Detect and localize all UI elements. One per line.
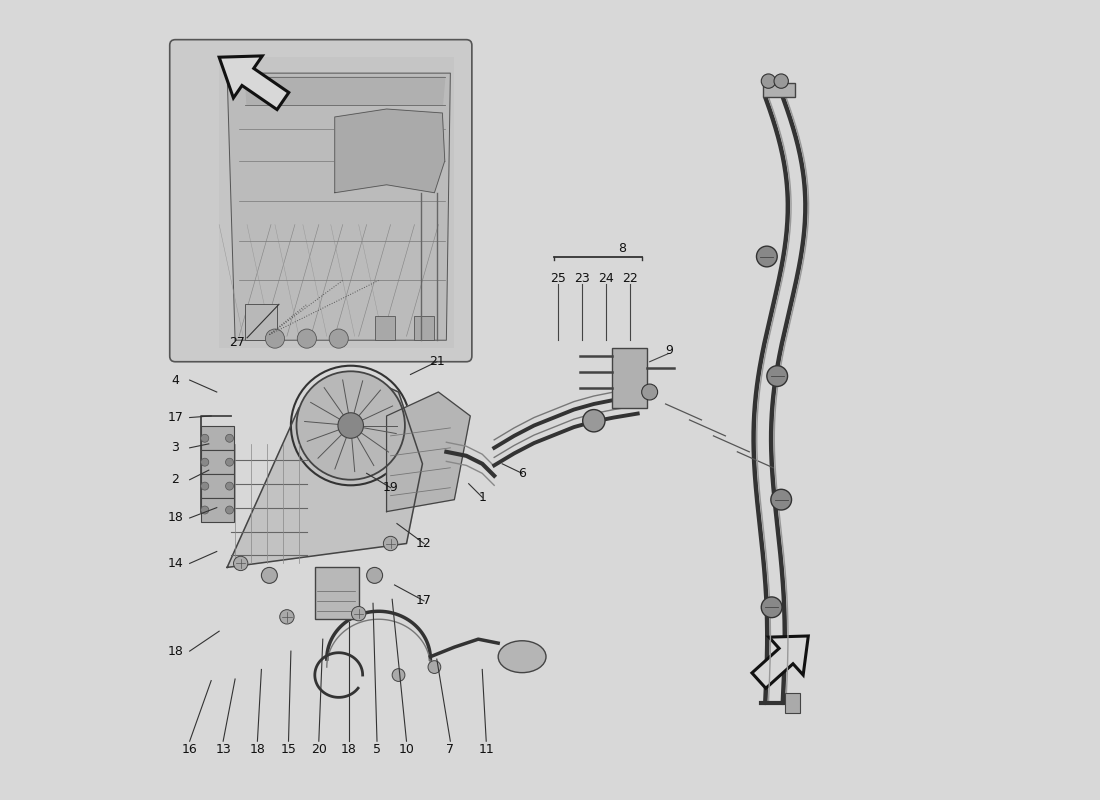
Text: 18: 18 [250,742,265,756]
Polygon shape [227,376,422,567]
Circle shape [201,506,209,514]
Text: 15: 15 [280,742,296,756]
Circle shape [226,434,233,442]
Text: 21: 21 [429,355,444,368]
Bar [613,348,647,408]
Circle shape [641,384,658,400]
Text: 4: 4 [172,374,179,386]
Text: 12: 12 [416,537,432,550]
Bar [375,316,395,340]
Bar [201,474,234,498]
Text: 19: 19 [383,481,398,494]
Text: 18: 18 [341,742,358,756]
Bar [415,316,434,340]
Circle shape [279,610,294,624]
Polygon shape [334,109,444,193]
Bar [315,567,359,619]
Circle shape [583,410,605,432]
Text: 14: 14 [167,557,184,570]
Circle shape [233,556,248,570]
Bar [201,450,234,474]
Text: 5: 5 [373,742,381,756]
Circle shape [384,536,398,550]
Circle shape [366,567,383,583]
Text: 23: 23 [574,272,590,286]
Circle shape [352,606,366,621]
Text: 18: 18 [167,645,184,658]
Text: 13: 13 [216,742,231,756]
Circle shape [767,366,788,386]
Text: 10: 10 [398,742,415,756]
Polygon shape [227,73,450,340]
Circle shape [262,567,277,583]
Text: 16: 16 [182,742,198,756]
Text: 2: 2 [172,474,179,486]
Bar [201,498,234,522]
Circle shape [297,329,317,348]
Circle shape [265,329,285,348]
Text: 7: 7 [447,742,454,756]
Polygon shape [386,392,471,512]
Text: 1: 1 [478,490,486,504]
Text: 27: 27 [230,336,245,349]
Circle shape [428,661,441,674]
Circle shape [201,434,209,442]
Circle shape [329,329,349,348]
Circle shape [774,74,789,88]
Circle shape [297,371,405,480]
Text: 20: 20 [311,742,327,756]
Bar [245,304,277,340]
Text: 25: 25 [550,272,565,286]
Circle shape [761,597,782,618]
Text: 9: 9 [666,344,673,357]
Bar [201,426,234,450]
Text: 3: 3 [172,442,179,454]
Circle shape [771,490,792,510]
Text: 6: 6 [518,467,526,480]
Circle shape [201,458,209,466]
Polygon shape [219,56,289,110]
Circle shape [757,246,778,267]
Circle shape [226,482,233,490]
Text: 18: 18 [167,511,184,525]
FancyBboxPatch shape [169,40,472,362]
Text: 24: 24 [598,272,614,286]
Polygon shape [245,77,444,105]
Circle shape [338,413,363,438]
Text: 17: 17 [416,594,432,607]
Circle shape [201,482,209,490]
Ellipse shape [498,641,546,673]
Bar [785,693,800,713]
Polygon shape [752,636,808,688]
Bar [219,57,454,348]
Bar [763,82,794,97]
Text: 11: 11 [478,742,494,756]
Circle shape [226,458,233,466]
Circle shape [392,669,405,682]
Circle shape [226,506,233,514]
Circle shape [761,74,776,88]
Text: 17: 17 [167,411,184,424]
Text: 8: 8 [618,242,626,255]
Text: 22: 22 [621,272,638,286]
